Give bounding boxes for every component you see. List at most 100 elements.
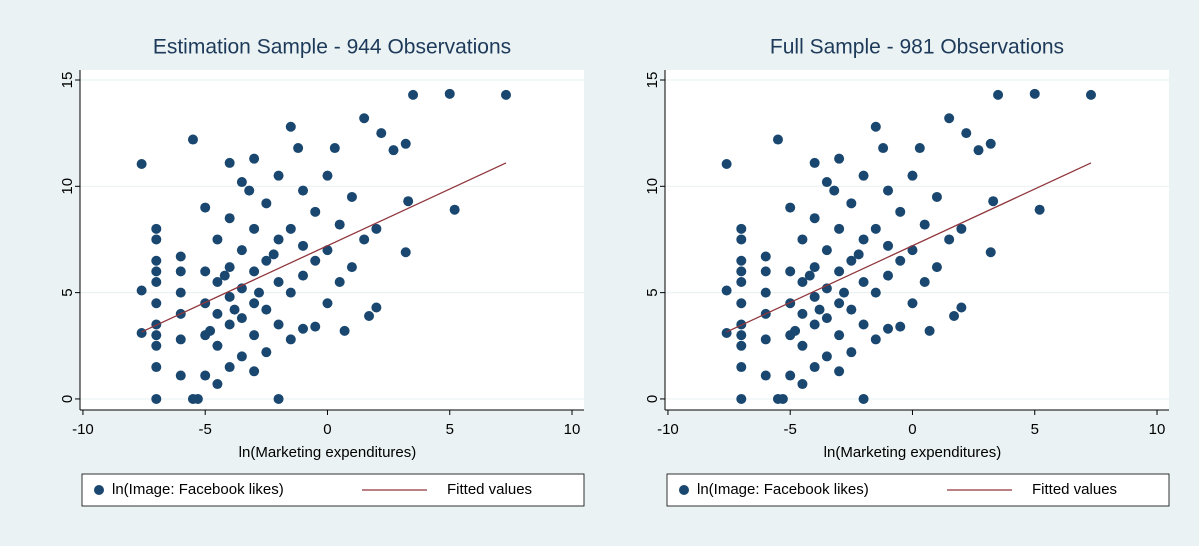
- scatter-point: [334, 276, 345, 287]
- scatter-point: [785, 298, 796, 309]
- scatter-point: [985, 247, 996, 258]
- y-tick-label: 0: [644, 395, 661, 403]
- fitted-line: [141, 162, 507, 333]
- scatter-point: [136, 328, 147, 339]
- scatter-point: [821, 245, 832, 256]
- scatter-point: [151, 276, 162, 287]
- scatter-point: [821, 283, 832, 294]
- scatter-point: [829, 185, 840, 196]
- scatter-point: [919, 276, 930, 287]
- scatter-point: [449, 204, 460, 215]
- scatter-point: [224, 319, 235, 330]
- x-axis-title: ln(Marketing expenditures): [239, 444, 417, 461]
- scatter-point: [346, 262, 357, 273]
- y-tick-label: 10: [644, 178, 661, 195]
- chart-title: Full Sample - 981 Observations: [770, 36, 1064, 59]
- scatter-point: [914, 143, 925, 154]
- scatter-point: [224, 213, 235, 224]
- scatter-point: [772, 393, 783, 404]
- scatter-point: [973, 145, 984, 156]
- scatter-point: [858, 234, 869, 245]
- scatter-point: [870, 121, 881, 132]
- scatter-point: [809, 262, 820, 273]
- scatter-point: [821, 177, 832, 188]
- scatter-point: [883, 185, 894, 196]
- scatter-point: [285, 287, 296, 298]
- scatter-point: [809, 213, 820, 224]
- x-tick-label: 0: [323, 421, 331, 438]
- scatter-point: [721, 328, 732, 339]
- scatter-point: [790, 325, 801, 336]
- fitted-line: [726, 162, 1092, 333]
- scatter-point: [907, 170, 918, 181]
- scatter-point: [907, 245, 918, 256]
- scatter-point: [151, 298, 162, 309]
- scatter-point: [797, 340, 808, 351]
- scatter-point: [200, 266, 211, 277]
- x-tick-label: 10: [564, 421, 581, 438]
- scatter-point: [249, 223, 260, 234]
- scatter-point: [236, 245, 247, 256]
- scatter-point: [797, 308, 808, 319]
- scatter-point: [151, 223, 162, 234]
- scatter-point: [858, 170, 869, 181]
- scatter-point: [846, 347, 857, 358]
- scatter-point: [249, 298, 260, 309]
- scatter-point: [760, 266, 771, 277]
- legend-label: Fitted values: [1032, 481, 1117, 498]
- scatter-point: [821, 351, 832, 362]
- x-tick-label: 5: [1031, 421, 1039, 438]
- x-tick-label: 0: [908, 421, 916, 438]
- scatter-point: [760, 287, 771, 298]
- scatter-point: [400, 138, 411, 149]
- scatter-point: [322, 245, 333, 256]
- y-tick-label: 5: [644, 288, 661, 296]
- scatter-point: [993, 89, 1004, 100]
- scatter-point: [261, 198, 272, 209]
- scatter-point: [261, 255, 272, 266]
- scatter-point: [212, 308, 223, 319]
- scatter-point: [339, 325, 350, 336]
- scatter-point: [870, 334, 881, 345]
- scatter-point: [200, 298, 211, 309]
- legend-marker: [679, 485, 689, 495]
- scatter-point: [212, 234, 223, 245]
- scatter-point: [883, 270, 894, 281]
- scatter-point: [224, 291, 235, 302]
- scatter-point: [151, 340, 162, 351]
- scatter-point: [224, 362, 235, 373]
- scatter-point: [224, 157, 235, 168]
- scatter-point: [293, 143, 304, 154]
- legend-marker: [94, 485, 104, 495]
- scatter-point: [895, 206, 906, 217]
- scatter-point: [175, 266, 186, 277]
- scatter-point: [261, 304, 272, 315]
- scatter-point: [1085, 89, 1096, 100]
- scatter-point: [236, 177, 247, 188]
- x-tick-label: -5: [199, 421, 212, 438]
- scatter-point: [834, 153, 845, 164]
- scatter-point: [1034, 204, 1045, 215]
- chart-title: Estimation Sample - 944 Observations: [153, 36, 511, 59]
- scatter-point: [444, 88, 455, 99]
- scatter-point: [760, 370, 771, 381]
- scatter-point: [797, 379, 808, 390]
- scatter-point: [772, 134, 783, 145]
- scatter-point: [985, 138, 996, 149]
- scatter-point: [846, 198, 857, 209]
- scatter-point: [285, 223, 296, 234]
- scatter-point: [408, 89, 419, 100]
- scatter-point: [285, 121, 296, 132]
- scatter-point: [797, 276, 808, 287]
- y-tick-label: 0: [59, 395, 76, 403]
- scatter-point: [853, 249, 864, 260]
- scatter-point: [895, 255, 906, 266]
- scatter-point: [949, 311, 960, 322]
- scatter-point: [785, 266, 796, 277]
- scatter-point: [200, 202, 211, 213]
- scatter-point: [175, 370, 186, 381]
- scatter-point: [285, 334, 296, 345]
- scatter-point: [151, 255, 162, 266]
- scatter-point: [187, 393, 198, 404]
- y-tick-label: 15: [59, 72, 76, 89]
